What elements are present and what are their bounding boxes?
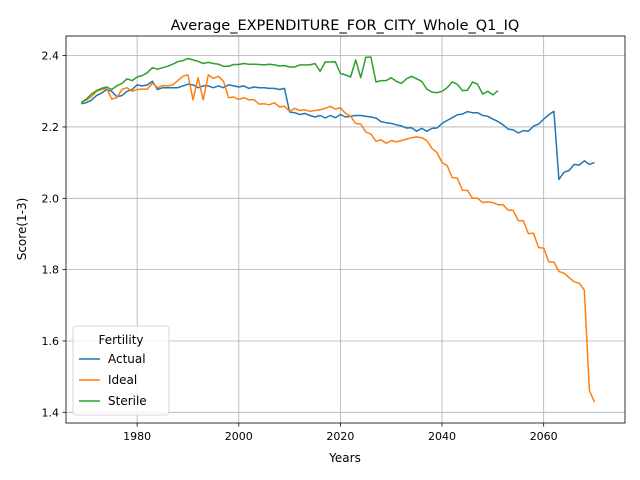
plot-frame bbox=[65, 35, 626, 424]
y-tick-label: 2.2 bbox=[42, 121, 60, 134]
y-tick-label: 2.0 bbox=[42, 192, 60, 205]
y-tick-label: 1.4 bbox=[42, 406, 60, 419]
legend-label-actual: Actual bbox=[108, 352, 146, 366]
x-axis-label: Years bbox=[328, 451, 361, 465]
series-line-sterile bbox=[80, 56, 499, 104]
legend: Fertility Actual Ideal Sterile bbox=[72, 325, 170, 416]
y-tick-label: 2.4 bbox=[42, 50, 60, 63]
x-tick-label: 2040 bbox=[428, 430, 456, 443]
series-line-actual bbox=[81, 80, 595, 181]
series-lines bbox=[80, 56, 596, 403]
legend-box bbox=[72, 325, 170, 416]
chart-title: Average_EXPENDITURE_FOR_CITY_Whole_Q1_IQ bbox=[171, 18, 520, 34]
x-axis-ticks: 1980 2000 2020 2040 2060 bbox=[123, 423, 558, 443]
legend-label-ideal: Ideal bbox=[108, 373, 137, 387]
legend-title: Fertility bbox=[98, 333, 143, 347]
series-line-ideal bbox=[80, 74, 596, 403]
x-tick-label: 2020 bbox=[326, 430, 354, 443]
x-tick-label: 1980 bbox=[123, 430, 151, 443]
x-tick-label: 2000 bbox=[225, 430, 253, 443]
y-tick-label: 1.6 bbox=[42, 335, 60, 348]
legend-label-sterile: Sterile bbox=[108, 394, 147, 408]
x-tick-label: 2060 bbox=[530, 430, 558, 443]
y-axis-ticks: 1.4 1.6 1.8 2.0 2.2 2.4 bbox=[42, 50, 66, 419]
y-axis-label: Score(1-3) bbox=[15, 198, 29, 261]
y-tick-label: 1.8 bbox=[42, 264, 60, 277]
